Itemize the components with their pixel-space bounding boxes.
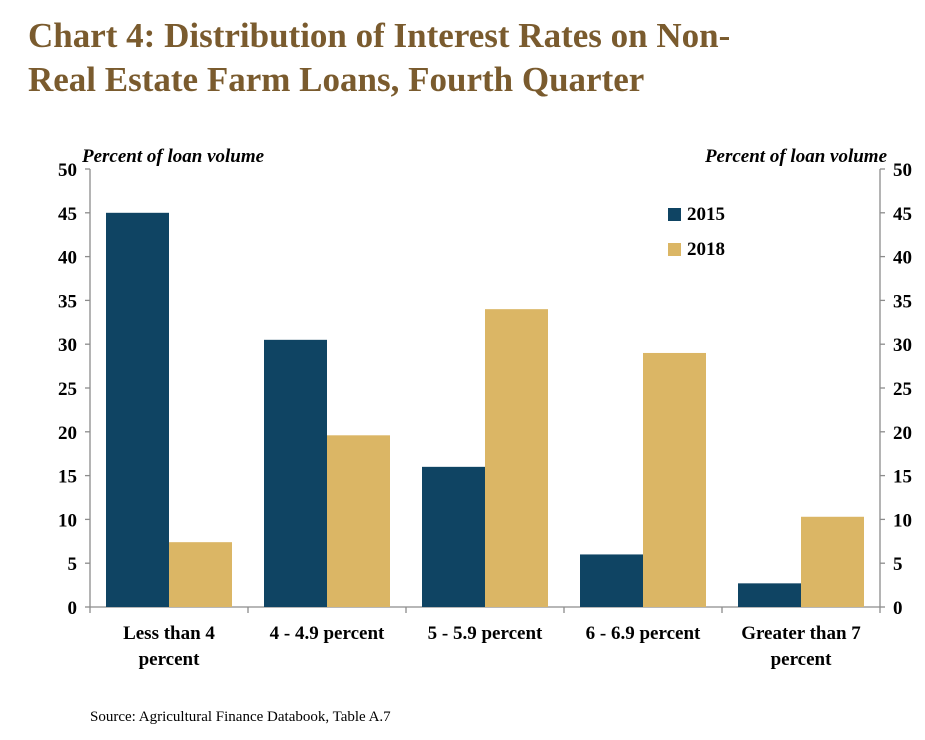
category-label: Greater than 7 (741, 623, 861, 644)
bar-2018-cat-1 (327, 435, 390, 607)
legend: 2015 2018 (668, 204, 725, 260)
y-tick-label-left: 20 (58, 423, 77, 444)
y-tick-label-right: 35 (893, 291, 912, 312)
y-tick-label-right: 30 (893, 335, 912, 356)
chart-title-line-1: Chart 4: Distribution of Interest Rates … (28, 16, 731, 55)
bar-2018-cat-0 (169, 542, 232, 607)
chart-title: Chart 4: Distribution of Interest Rates … (28, 14, 908, 102)
category-label: 4 - 4.9 percent (270, 623, 385, 644)
bars (106, 212, 864, 608)
bar-2015-cat-2 (422, 466, 485, 607)
y-tick-label-left: 35 (58, 291, 77, 312)
chart-title-line-2: Real Estate Farm Loans, Fourth Quarter (28, 60, 645, 99)
y-tick-label-left: 5 (68, 554, 78, 575)
y-tick-label-left: 0 (68, 598, 78, 619)
category-label: 6 - 6.9 percent (586, 623, 701, 644)
bar-2018-cat-2 (485, 309, 548, 607)
y-tick-label-right: 10 (893, 510, 912, 531)
y-tick-label-left: 10 (58, 510, 77, 531)
y-tick-label-left: 30 (58, 335, 77, 356)
y-tick-label-left: 45 (58, 204, 77, 225)
y-tick-label-right: 50 (893, 160, 912, 181)
y-tick-label-left: 50 (58, 160, 77, 181)
legend-label-2018: 2018 (687, 239, 725, 260)
bar-2015-cat-0 (106, 212, 169, 608)
category-label: 5 - 5.9 percent (428, 623, 543, 644)
y-tick-label-right: 20 (893, 423, 912, 444)
source-note: Source: Agricultural Finance Databook, T… (90, 709, 391, 725)
y-tick-label-right: 5 (893, 554, 903, 575)
category-labels: Less than 4 percent 4 - 4.9 percent 5 - 5.9… (123, 623, 861, 670)
right-axis-title: Percent of loan volume (704, 146, 888, 167)
legend-swatch-2015 (668, 208, 681, 221)
y-tick-label-right: 0 (893, 598, 903, 619)
left-axis-title: Percent of loan volume (81, 146, 265, 167)
bar-2018-cat-4 (801, 516, 864, 607)
y-tick-label-right: 15 (893, 467, 912, 488)
y-tick-label-left: 25 (58, 379, 77, 400)
bar-2018-cat-3 (643, 352, 706, 607)
bar-2015-cat-1 (264, 339, 327, 607)
y-tick-label-right: 45 (893, 204, 912, 225)
bar-2015-cat-3 (580, 554, 643, 607)
y-tick-label-left: 15 (58, 467, 77, 488)
category-label: Less than 4 (123, 623, 215, 644)
axes: 0 0 5 5 10 10 15 15 20 20 25 25 30 30 35 35 40 40 45 45 50 50 (58, 160, 912, 619)
y-tick-label-right: 40 (893, 248, 912, 269)
y-tick-label-left: 40 (58, 248, 77, 269)
category-label: percent (771, 649, 833, 670)
legend-label-2015: 2015 (687, 204, 725, 225)
bar-2015-cat-4 (738, 583, 801, 607)
y-tick-label-right: 25 (893, 379, 912, 400)
legend-swatch-2018 (668, 243, 681, 256)
category-label: percent (139, 649, 201, 670)
